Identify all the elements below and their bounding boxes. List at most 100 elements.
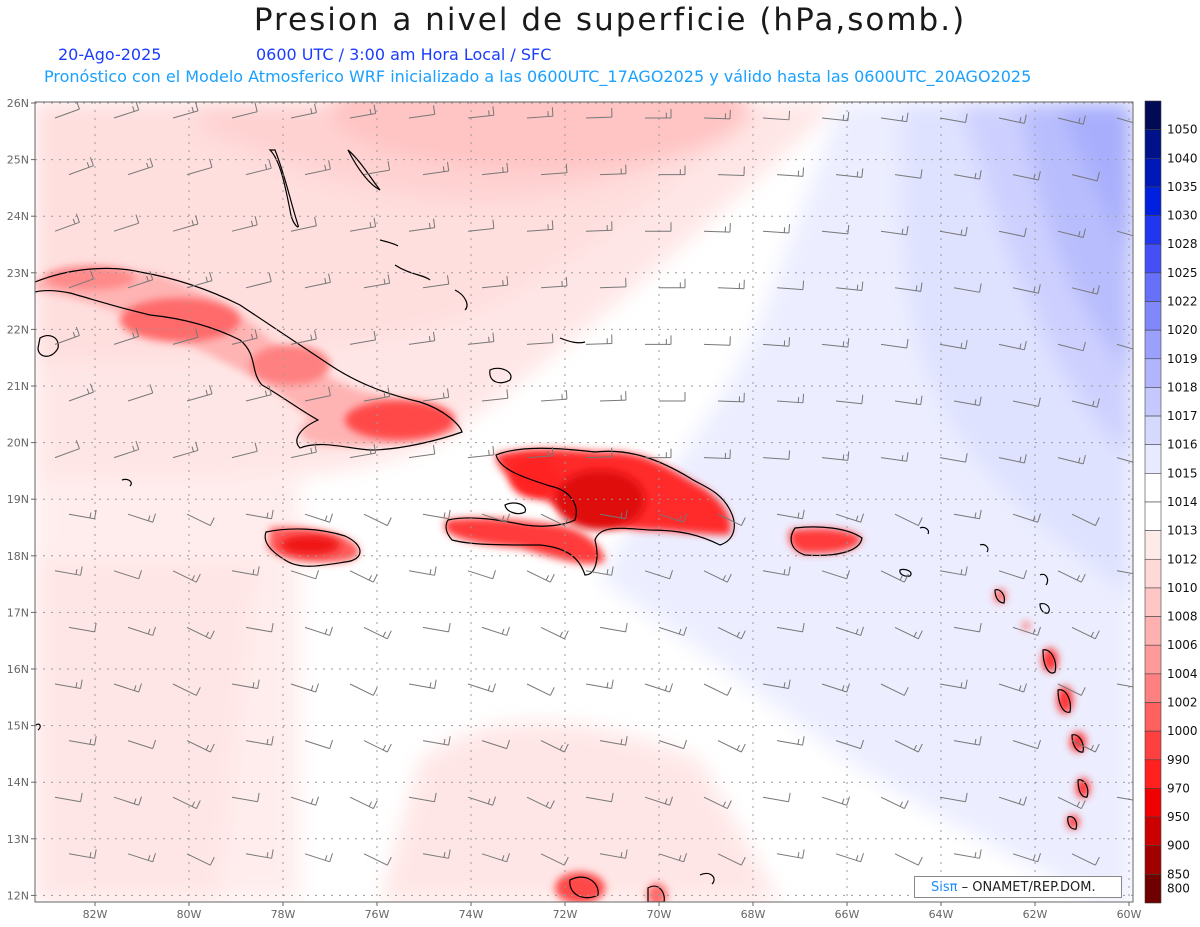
wind-barb [1057, 796, 1086, 810]
colorbar-label: 1019 [1167, 352, 1198, 366]
wind-barb [349, 330, 377, 345]
wind-barb [408, 444, 436, 459]
wind-barb [186, 853, 215, 866]
lat-label: 21N [7, 380, 29, 393]
wind-barb [585, 221, 613, 232]
wind-barb [644, 796, 673, 806]
colorbar-label: 800 [1167, 882, 1190, 896]
lon-label: 70W [647, 908, 672, 921]
wind-barb [585, 447, 613, 459]
wind-barb [349, 104, 377, 119]
wind-barbs [54, 102, 1133, 921]
wind-barb [939, 453, 968, 463]
wind-barb [481, 513, 510, 523]
wind-barb [526, 683, 555, 696]
valid-time: 0600 UTC / 3:00 am Hora Local / SFC [256, 45, 552, 64]
wind-barb [998, 796, 1027, 806]
wind-barb [526, 446, 554, 459]
colorbar-swatch [1144, 644, 1162, 675]
wind-barb [586, 906, 613, 915]
pressure-field [35, 102, 1133, 921]
wind-barb [127, 739, 156, 750]
wind-barb [245, 736, 274, 746]
colorbar-swatch [1144, 702, 1162, 732]
wind-barb [835, 739, 864, 750]
wind-barb [1071, 398, 1100, 408]
lat-label: 12N [7, 889, 29, 902]
wind-barb [703, 570, 732, 583]
wind-barb [113, 102, 140, 119]
colorbar-swatch [1144, 558, 1162, 589]
wind-barb [939, 566, 968, 576]
colorbar-label: 1006 [1167, 638, 1198, 652]
sispi-logo: Sisπ [931, 880, 958, 895]
wind-barb [422, 275, 450, 289]
wind-barb [540, 513, 569, 527]
wind-barb [363, 740, 392, 753]
colorbar-label: 1012 [1167, 552, 1198, 566]
wind-barb [304, 739, 333, 750]
colorbar-swatch [1144, 730, 1162, 761]
wind-barb [481, 276, 509, 289]
wind-barb [1071, 626, 1100, 640]
wind-barb [599, 622, 628, 633]
wind-barb [172, 683, 201, 696]
wind-barb [599, 849, 628, 859]
colorbar-label: 1035 [1167, 180, 1198, 194]
wind-barb [540, 390, 568, 402]
colorbar-swatch [1144, 415, 1162, 446]
wind-barb [1071, 740, 1100, 753]
wind-barb [186, 271, 213, 289]
wind-barb [776, 167, 805, 177]
colorbar-swatch [1144, 186, 1162, 216]
wind-barb [880, 225, 909, 236]
colorbar-swatch [1144, 816, 1162, 847]
wind-barb [526, 107, 554, 119]
wind-barb [68, 849, 97, 859]
colorbar-swatch [1144, 788, 1162, 818]
colorbar-swatch [1144, 444, 1162, 474]
wind-barb [717, 740, 746, 753]
wind-barb [762, 224, 791, 234]
wind-barb [55, 906, 82, 915]
colorbar-swatch [1144, 358, 1162, 388]
colorbar-label: 970 [1167, 781, 1190, 795]
wind-barb [467, 106, 495, 119]
wind-barb [231, 679, 260, 690]
wind-barb [717, 392, 745, 403]
wind-barb [1071, 513, 1100, 527]
wind-barb [408, 679, 437, 690]
wind-barb [231, 442, 258, 459]
colorbar: 1050 1040 1035 1030 1028 1025 1022 1020 1019 1018… [1144, 100, 1198, 904]
colorbar-swatch [1144, 587, 1162, 617]
wind-barb [880, 452, 909, 462]
wind-barb [186, 385, 213, 402]
lat-label: 19N [7, 493, 29, 506]
wind-barb [527, 910, 554, 921]
wind-barb [1058, 910, 1085, 921]
wind-barb [703, 683, 732, 696]
wind-barb [821, 570, 850, 580]
colorbar-label: 1002 [1167, 696, 1198, 710]
wind-barb [422, 849, 451, 859]
wind-barb [1012, 853, 1041, 863]
lat-label: 13N [7, 833, 29, 846]
wind-barb [349, 796, 378, 810]
colorbar-label: 1015 [1167, 466, 1198, 480]
wind-barb [113, 570, 142, 580]
wind-barb [659, 278, 686, 289]
wind-barb [1116, 230, 1133, 237]
wind-barb [585, 108, 613, 119]
wind-barb [127, 853, 156, 863]
wind-barb [408, 331, 436, 345]
colorbar-swatch [1144, 759, 1162, 789]
wind-barb [762, 679, 791, 690]
wind-barb [880, 339, 909, 349]
wind-barb [304, 626, 333, 636]
wind-barb [363, 274, 391, 289]
wind-barb [113, 440, 140, 459]
wind-barb [54, 679, 83, 690]
wind-barb [127, 513, 156, 523]
wind-barb [304, 853, 333, 863]
wind-barb [821, 451, 850, 461]
